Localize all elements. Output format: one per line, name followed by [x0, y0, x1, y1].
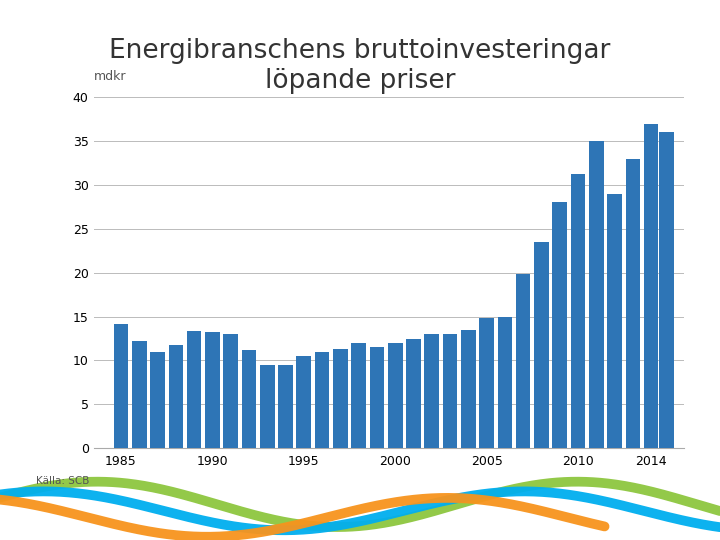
- Bar: [186, 330, 202, 448]
- Bar: [114, 323, 128, 448]
- Bar: [406, 339, 420, 448]
- Bar: [607, 194, 622, 448]
- Bar: [498, 316, 512, 448]
- Bar: [534, 242, 549, 448]
- Bar: [443, 334, 457, 448]
- Bar: [571, 174, 585, 448]
- Bar: [626, 159, 640, 448]
- Bar: [516, 274, 531, 448]
- Bar: [480, 318, 494, 448]
- Bar: [369, 347, 384, 448]
- Bar: [425, 334, 439, 448]
- Bar: [315, 352, 329, 448]
- Bar: [205, 332, 220, 448]
- Bar: [132, 341, 147, 448]
- Bar: [644, 124, 658, 448]
- Text: mdkr: mdkr: [94, 70, 126, 83]
- Text: Energibranschens bruttoinvesteringar
löpande priser: Energibranschens bruttoinvesteringar löp…: [109, 38, 611, 94]
- Bar: [589, 141, 603, 448]
- Bar: [333, 349, 348, 448]
- Bar: [461, 330, 476, 448]
- Bar: [150, 352, 165, 448]
- Bar: [297, 356, 311, 448]
- Bar: [552, 202, 567, 448]
- Bar: [388, 343, 402, 448]
- Bar: [260, 365, 274, 448]
- Bar: [660, 132, 674, 448]
- Bar: [242, 350, 256, 448]
- Bar: [351, 343, 366, 448]
- Bar: [223, 334, 238, 448]
- Bar: [278, 365, 293, 448]
- Text: Källa: SCB: Källa: SCB: [36, 476, 89, 486]
- Bar: [168, 345, 183, 448]
